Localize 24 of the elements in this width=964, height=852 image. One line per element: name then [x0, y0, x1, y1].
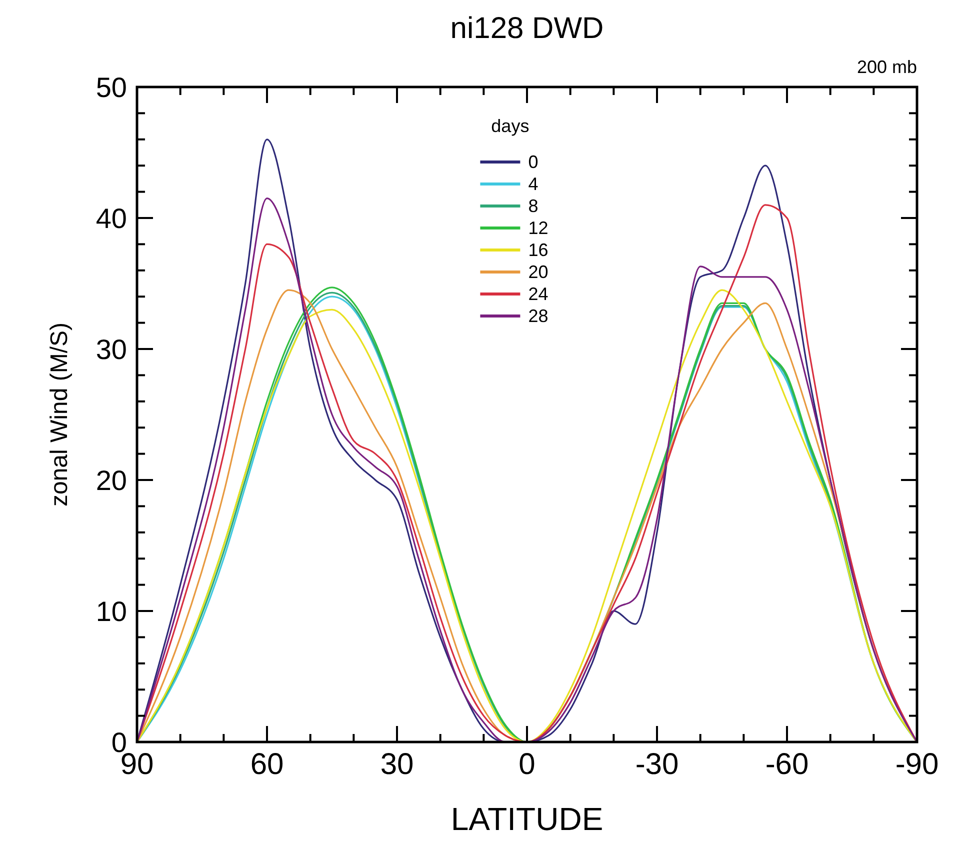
legend-label: 0 — [528, 152, 538, 172]
x-tick-label: 0 — [518, 748, 536, 781]
legend-label: 12 — [528, 218, 548, 238]
x-tick-label: -60 — [765, 748, 809, 781]
y-tick-label: 20 — [96, 465, 127, 496]
x-tick-label: -30 — [635, 748, 679, 781]
legend-label: 20 — [528, 262, 548, 282]
chart-title: ni128 DWD — [450, 12, 604, 45]
legend-label: 24 — [528, 284, 548, 304]
legend-label: 8 — [528, 196, 538, 216]
y-tick-label: 10 — [96, 596, 127, 627]
y-tick-label: 50 — [96, 72, 127, 103]
text: 200 mb — [856, 57, 917, 77]
x-tick-label: 30 — [380, 748, 414, 781]
x-tick-label: -90 — [895, 748, 939, 781]
legend-label: 28 — [528, 306, 548, 326]
x-tick-label: 60 — [250, 748, 284, 781]
legend-label: 16 — [528, 240, 548, 260]
legend-label: 4 — [528, 174, 538, 194]
legend-title: days — [491, 116, 530, 136]
y-tick-label: 30 — [96, 334, 127, 365]
x-axis-title: LATITUDE — [450, 801, 604, 837]
y-tick-label: 40 — [96, 203, 127, 234]
y-axis-title: zonal Wind (M/S) — [46, 322, 73, 507]
